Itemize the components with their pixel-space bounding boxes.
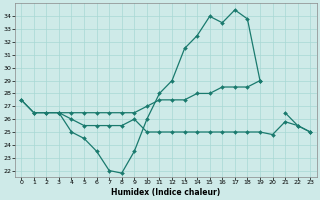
X-axis label: Humidex (Indice chaleur): Humidex (Indice chaleur)	[111, 188, 220, 197]
